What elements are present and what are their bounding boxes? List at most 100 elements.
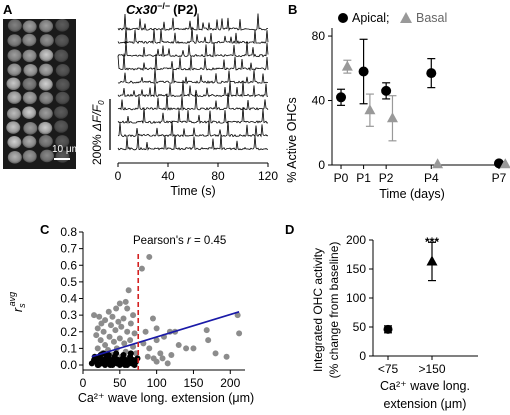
cell <box>39 149 54 163</box>
dff-label-main: ΔF/F <box>90 104 104 132</box>
cell <box>39 34 54 47</box>
c-gray-point <box>112 327 119 334</box>
c-y-tick-label: 0.5 <box>60 275 77 289</box>
legend-basal-marker <box>400 12 412 23</box>
c-gray-point <box>118 323 125 330</box>
c-gray-point <box>153 337 160 344</box>
panel-b: B Apical; Basal 0 40 80 P0 P1 P2 P4 P7 % Active… <box>285 2 510 201</box>
calcium-trace <box>117 41 269 58</box>
c-gray-point <box>106 333 113 340</box>
c-black-point <box>95 362 102 369</box>
c-gray-point <box>94 325 101 332</box>
c-y-tick-label: 0.7 <box>60 242 77 256</box>
c-gray-point <box>109 313 116 320</box>
c-gray-point <box>96 313 103 320</box>
c-gray-point <box>203 327 210 334</box>
panel-a: A 10 μm Cx30−/− (P2) 200% ΔF/F0 0 40 80 120T… <box>3 1 278 198</box>
b-x-tick-label: P1 <box>356 171 371 185</box>
cell <box>6 77 21 91</box>
legend-basal-label: Basal <box>416 11 447 25</box>
c-gray-point <box>116 300 123 307</box>
panel-c-chart: 0.0 0.1 0.2 0.3 0.4 0.5 0.6 0.7 0.8 0 50 100 150 200 <box>60 225 245 390</box>
time-tick-label: 40 <box>161 169 175 183</box>
cell <box>7 63 22 77</box>
cell <box>38 121 53 135</box>
calcium-trace <box>117 120 269 138</box>
pearson-value: = 0.45 <box>191 235 227 247</box>
c-black-point <box>121 362 128 369</box>
cell <box>22 77 37 91</box>
cell <box>55 78 70 92</box>
panel-a-letter: A <box>3 2 13 17</box>
b-apical-point <box>426 68 437 79</box>
panel-d-xlabel-line1: Ca²⁺ wave long. <box>380 379 470 393</box>
panel-a-title-gene: Cx30 <box>126 2 158 17</box>
calcium-trace <box>117 53 269 72</box>
b-x-tick-label: P2 <box>379 171 394 185</box>
panel-a-title-stage: (P2) <box>173 2 198 17</box>
c-black-point <box>129 360 136 367</box>
c-gray-point <box>130 312 137 319</box>
c-y-tick-label: 0.0 <box>60 358 77 372</box>
panel-a-title-sup: −/− <box>157 1 170 11</box>
c-black-point <box>111 353 118 360</box>
c-gray-point <box>138 265 145 272</box>
c-gray-point <box>91 312 98 319</box>
micrograph: 10 μm <box>3 18 80 169</box>
c-gray-point <box>146 253 153 260</box>
c-black-point <box>114 360 121 367</box>
dff-label-prefix: 200% <box>90 131 104 165</box>
c-gray-point <box>146 345 153 352</box>
c-gray-point <box>110 338 117 345</box>
c-gray-point <box>144 353 151 360</box>
panel-c-xlabel: Ca²⁺ wave long. extension (μm) <box>78 391 254 405</box>
c-x-tick-label: 50 <box>113 376 127 390</box>
c-gray-point <box>124 328 131 335</box>
panel-a-time-axis: 0 40 80 120 Time (s) <box>115 162 278 198</box>
cell <box>6 107 21 121</box>
panel-b-chart: 0 40 80 P0 P1 P2 P4 P7 <box>312 28 510 185</box>
cell <box>39 48 54 62</box>
cell <box>7 91 22 104</box>
panel-c-letter: C <box>40 222 50 237</box>
b-basal-point <box>364 104 376 115</box>
cell <box>7 151 22 164</box>
c-gray-point <box>93 332 100 339</box>
c-black-point <box>102 355 109 362</box>
c-gray-point <box>102 342 109 349</box>
panel-c: C Pearson's r = 0.45 0.00.10.20.30.40.50… <box>7 222 254 405</box>
c-gray-point <box>223 353 230 360</box>
c-gray-point <box>164 360 171 367</box>
d-point-circle <box>383 324 393 334</box>
panel-d-ylabel-line2: (% change from baseline) <box>327 242 341 379</box>
c-gray-point <box>190 345 197 352</box>
time-tick-label: 80 <box>211 169 225 183</box>
d-x-tick-label: >150 <box>418 362 445 376</box>
c-gray-point <box>100 328 107 335</box>
c-gray-point <box>127 337 134 344</box>
panel-b-letter: B <box>288 2 297 17</box>
cell <box>55 135 70 148</box>
d-y-tick-label: 50 <box>353 320 367 334</box>
dff-label-sub: 0 <box>97 100 106 105</box>
b-basal-point <box>432 158 444 169</box>
c-gray-point <box>105 308 112 315</box>
cell <box>22 106 37 120</box>
cell <box>55 18 70 32</box>
cell <box>55 91 70 105</box>
legend-apical-marker <box>338 13 348 23</box>
pearson-r: r <box>187 235 192 247</box>
c-gray-point <box>107 322 114 329</box>
cell <box>38 107 53 120</box>
cell <box>54 120 69 133</box>
calcium-trace <box>117 134 269 151</box>
cell <box>54 106 69 119</box>
c-gray-point <box>236 330 243 337</box>
c-gray-point <box>153 325 160 332</box>
c-y-tick-label: 0.1 <box>60 341 77 355</box>
b-apical-point <box>358 66 369 77</box>
pearson-annotation: Pearson's r = 0.45 <box>133 235 226 247</box>
cell <box>22 49 37 63</box>
calcium-trace <box>117 80 269 98</box>
b-apical-point <box>381 85 392 96</box>
